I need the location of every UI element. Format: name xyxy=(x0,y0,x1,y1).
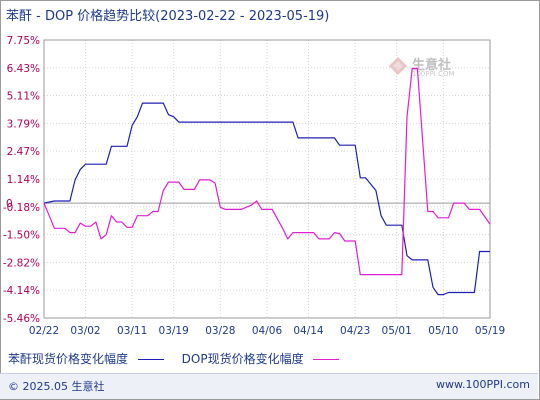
x-tick-label: 04/06 xyxy=(252,325,283,337)
x-tick-label: 03/28 xyxy=(205,325,235,337)
line-chart: 7.75% 6.43% 5.11% 3.79% 2.47% 1.14% -0.18% -1.5… xyxy=(3,35,505,337)
legend-swatch-series2 xyxy=(313,359,340,360)
y-tick-label: -4.14% xyxy=(3,285,40,297)
legend-label-series1: 苯酐现货价格变化幅度 xyxy=(8,352,129,366)
x-tick-label: 03/19 xyxy=(159,325,189,337)
y-tick-label: 6.43% xyxy=(7,63,40,75)
y-tick-label: 3.79% xyxy=(7,118,40,130)
x-tick-label: 04/14 xyxy=(293,325,324,337)
series-line-1 xyxy=(43,102,490,296)
logo-icon xyxy=(389,57,407,75)
y-tick-label: -5.46% xyxy=(3,313,40,325)
series-line-2 xyxy=(43,67,491,276)
legend-item-series1: 苯酐现货价格变化幅度 xyxy=(8,350,164,367)
footer: © 2025.05 生意社 www.100PPI.com xyxy=(0,373,538,399)
watermark-url: 100PPI.COM xyxy=(412,70,455,78)
legend: 苯酐现货价格变化幅度 DOP现货价格变化幅度 xyxy=(8,350,353,367)
watermark-text: 生意社 xyxy=(412,58,452,73)
footer-url[interactable]: www.100PPI.com xyxy=(436,378,530,391)
legend-item-series2: DOP现货价格变化幅度 xyxy=(182,350,340,367)
x-tick-label: 02/22 xyxy=(29,325,59,337)
plot-border xyxy=(43,39,491,319)
grid xyxy=(43,39,491,319)
series-lines xyxy=(43,67,491,296)
x-tick-label: 03/11 xyxy=(117,325,147,337)
y-tick-label: -0.18% xyxy=(3,202,40,214)
x-tick-label: 05/01 xyxy=(382,325,412,337)
legend-label-series2: DOP现货价格变化幅度 xyxy=(181,352,304,366)
footer-copyright: © 2025.05 生意社 xyxy=(8,380,105,393)
x-tick-label: 03/02 xyxy=(70,325,100,337)
x-tick-label: 04/23 xyxy=(340,325,370,337)
x-tick-label: 05/19 xyxy=(475,325,505,337)
y-tick-label: 7.75% xyxy=(7,35,40,47)
y-tick-label: 1.14% xyxy=(7,174,40,186)
tick-labels: 7.75% 6.43% 5.11% 3.79% 2.47% 1.14% -0.18% -1.5… xyxy=(3,35,505,337)
y-tick-label: -1.50% xyxy=(3,230,40,242)
y-tick-label: 2.47% xyxy=(7,146,40,158)
chart-title: 苯酐 - DOP 价格趋势比较(2023-02-22 - 2023-05-19) xyxy=(6,9,330,24)
y-tick-label: -2.82% xyxy=(3,257,40,269)
watermark: 生意社 100PPI.COM xyxy=(382,53,474,79)
axes xyxy=(43,39,491,319)
y-tick-label: 5.11% xyxy=(7,91,40,103)
zero-label: 0 xyxy=(6,198,13,210)
legend-swatch-series1 xyxy=(137,359,164,360)
x-tick-label: 05/10 xyxy=(428,325,458,337)
